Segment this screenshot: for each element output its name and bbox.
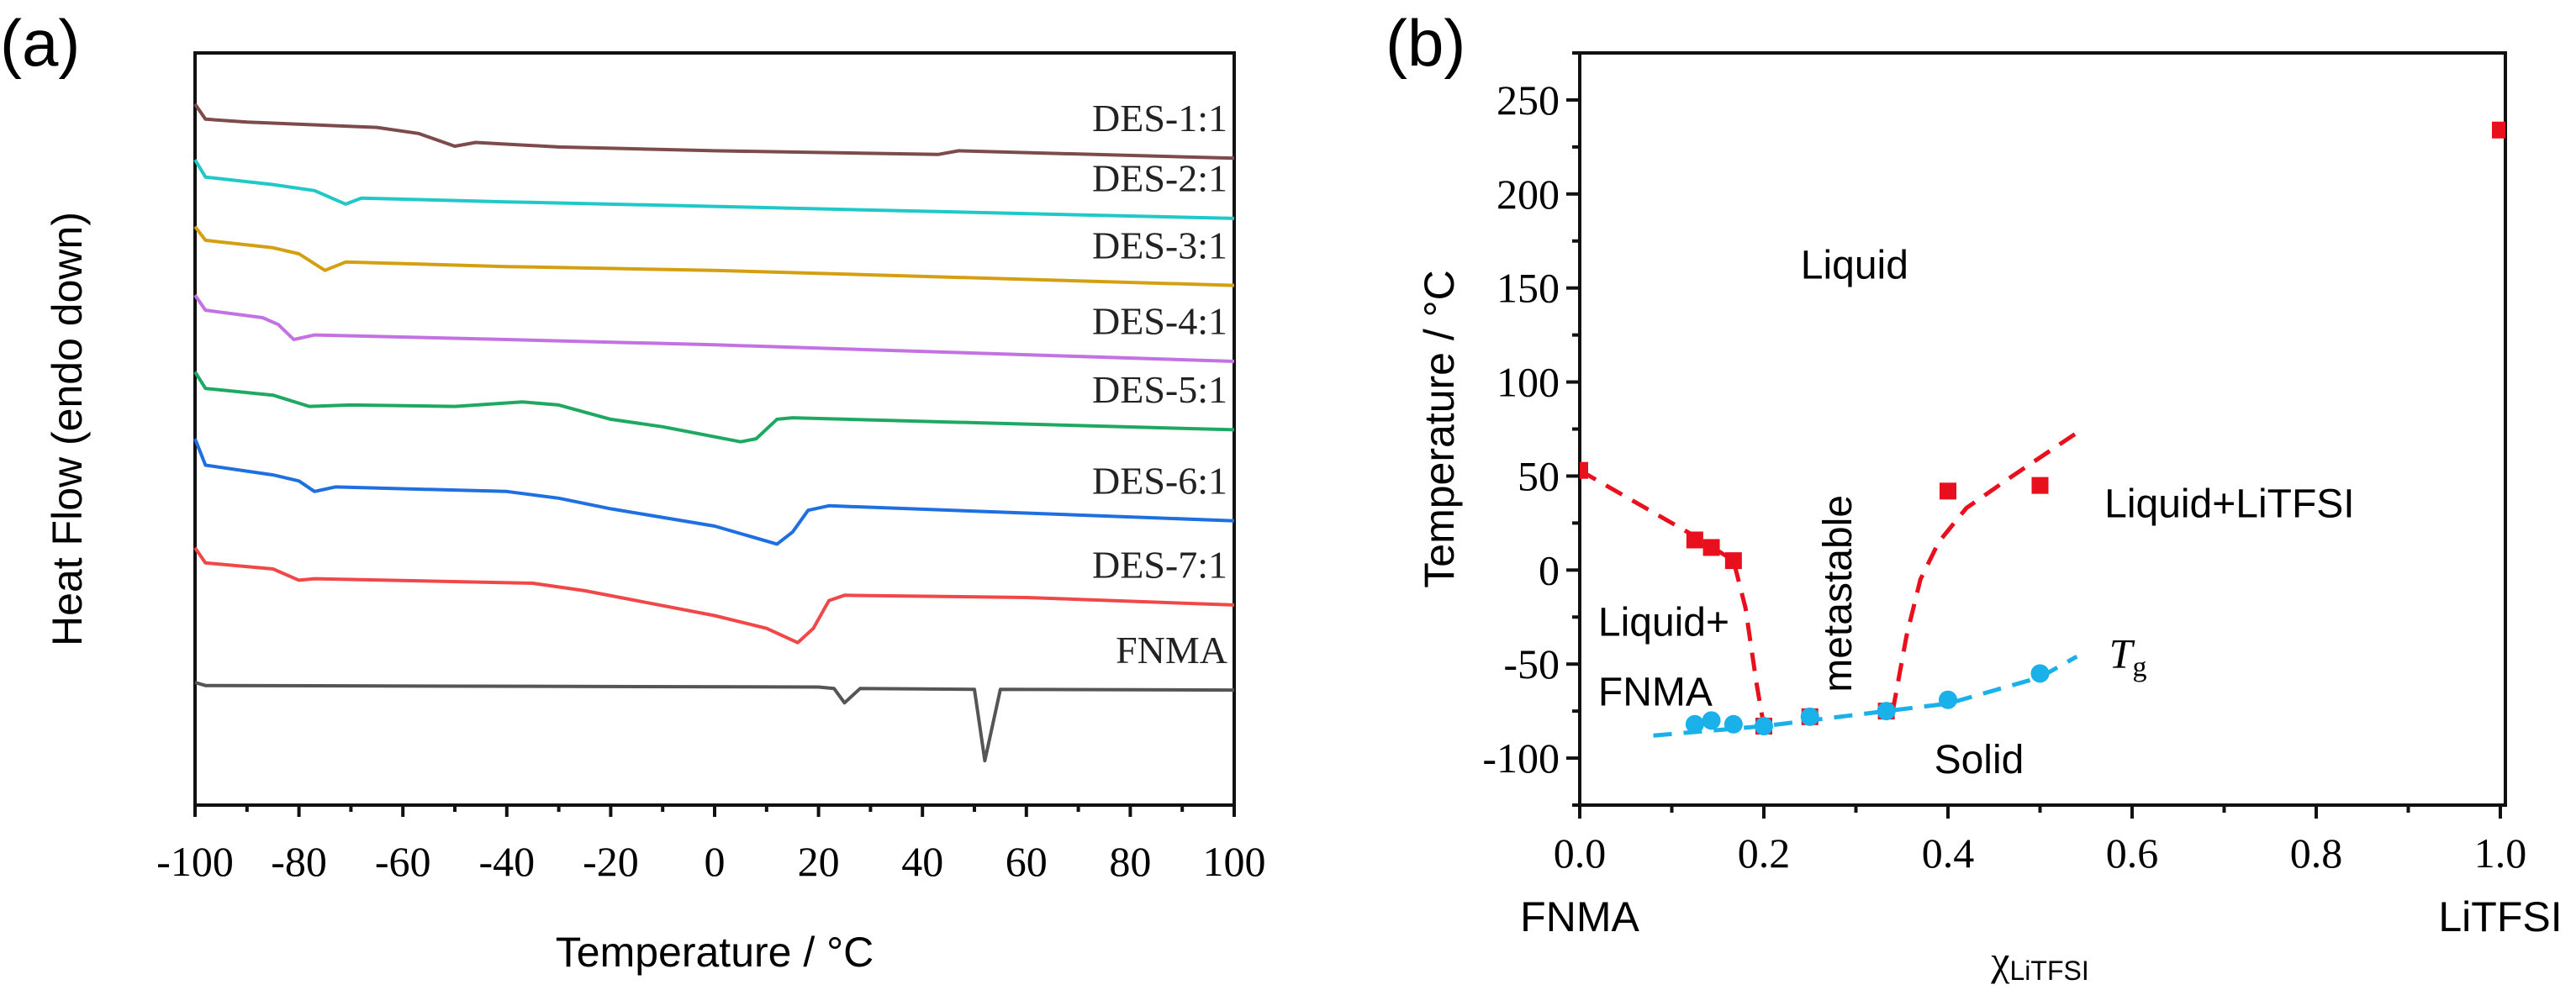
- data-point-circle: [1939, 690, 1957, 709]
- y-axis-title: Temperature / °C: [1416, 270, 1463, 587]
- y-tick-label: -50: [1503, 640, 1560, 687]
- x-tick-label: -60: [375, 838, 431, 885]
- data-point-square: [1686, 531, 1703, 549]
- tg-label: Tg: [2109, 630, 2147, 683]
- x-tick-label: 40: [901, 838, 943, 885]
- x-end-label-left: FNMA: [1520, 893, 1639, 940]
- data-point-circle: [1755, 717, 1773, 736]
- x-tick-label: 80: [1109, 838, 1151, 885]
- plot-frame: [193, 51, 1236, 807]
- x-tick-label: 0: [705, 838, 726, 885]
- data-point-square: [2031, 477, 2049, 494]
- data-point-square: [1940, 482, 1956, 500]
- region-label: Liquid+LiTFSI: [2104, 482, 2355, 527]
- series-line-fnma: [194, 681, 1235, 763]
- x-axis-title-subscript: LiTFSI: [2009, 956, 2088, 986]
- x-tick-label: 20: [798, 838, 840, 885]
- series-label: DES-5:1: [1092, 368, 1227, 411]
- phase-diagram-chart: -100 -50 0 50 100 150 200 250 0.0 0.2 0.4 0.6 0.8 1.0…: [1416, 51, 2563, 986]
- data-point-square: [2492, 121, 2505, 139]
- fit-line-liquidus-left: [1580, 468, 1766, 727]
- y-tick-label: 50: [1518, 452, 1560, 499]
- x-tick-label: 0.4: [1922, 829, 1975, 877]
- data-point-square: [1580, 461, 1588, 479]
- data-point-circle: [1702, 711, 1721, 730]
- panel-label-b: (b): [1386, 6, 1465, 80]
- series-line-des-5-1: [193, 371, 1235, 444]
- y-tick-label: 100: [1497, 359, 1560, 406]
- data-point-square: [1724, 552, 1742, 570]
- x-end-label-right: LiTFSI: [2438, 893, 2562, 940]
- x-tick-label: 0.0: [1554, 829, 1607, 877]
- y-tick-label: 250: [1497, 76, 1560, 124]
- x-tick-label: -40: [478, 838, 535, 885]
- x-axis-title: χLiTFSI: [1990, 937, 2088, 986]
- y-tick-label: 200: [1497, 171, 1560, 218]
- series-label: FNMA: [1116, 629, 1227, 671]
- series-line-des-3-1: [193, 225, 1235, 287]
- region-label: FNMA: [1598, 670, 1713, 714]
- data-point-circle: [1877, 702, 1896, 721]
- y-tick-label: 0: [1539, 546, 1560, 593]
- x-tick-label: -80: [271, 838, 327, 885]
- data-point-square: [1702, 539, 1720, 556]
- y-axis-title: Heat Flow (endo down): [44, 212, 91, 646]
- plot-frame: [1578, 51, 2507, 807]
- y-tick-label: 150: [1497, 265, 1560, 312]
- plot-area: [1580, 121, 2505, 738]
- x-tick-label: 1.0: [2474, 829, 2527, 877]
- region-label-metastable: metastable: [1816, 495, 1861, 692]
- panel-label-a: (a): [0, 6, 80, 80]
- x-tick-label: 0.6: [2106, 829, 2159, 877]
- series-label: DES-6:1: [1092, 459, 1227, 502]
- data-point-circle: [1800, 707, 1819, 726]
- series-label: DES-3:1: [1092, 224, 1227, 266]
- series-line-des-2-1: [193, 159, 1235, 220]
- series-label: DES-1:1: [1092, 97, 1227, 140]
- y-tick-label: -100: [1482, 735, 1560, 782]
- tg-label-subscript: g: [2132, 652, 2146, 683]
- dsc-chart: -100 -80 -60 -40 -20 0 20 40 60 80 100 Temperature …: [44, 51, 1266, 976]
- x-tick-label: 60: [1006, 838, 1048, 885]
- data-point-circle: [2030, 664, 2050, 683]
- series-line-des-1-1: [193, 103, 1235, 161]
- x-tick-label: 100: [1203, 838, 1266, 885]
- x-tick-label: -20: [583, 838, 639, 885]
- x-tick-label: 0.2: [1738, 829, 1791, 877]
- x-tick-label: 0.8: [2290, 829, 2343, 877]
- series-line-des-6-1: [193, 438, 1235, 546]
- region-label: Liquid: [1801, 244, 1908, 288]
- fit-line-liquidus-right: [1890, 430, 2078, 712]
- x-axis-title: Temperature / °C: [556, 929, 874, 976]
- region-label: Liquid+: [1598, 601, 1729, 645]
- series-label: DES-2:1: [1092, 157, 1227, 200]
- data-point-circle: [1723, 714, 1743, 734]
- series-label: DES-7:1: [1092, 544, 1227, 587]
- series-line-des-4-1: [193, 294, 1235, 363]
- series-line-des-7-1: [193, 546, 1235, 645]
- data-point-circle: [1685, 714, 1704, 734]
- region-label: Solid: [1935, 738, 2024, 782]
- series-label: DES-4:1: [1092, 300, 1227, 343]
- x-tick-label: -100: [156, 838, 234, 885]
